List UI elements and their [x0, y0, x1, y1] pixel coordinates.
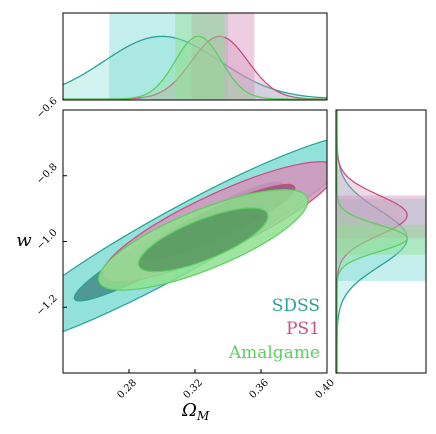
marginal-y-panel [335, 109, 427, 374]
y-tick-label: −1.2 [35, 293, 60, 318]
y-tick-label: −0.6 [35, 96, 60, 121]
sdss-x-marginal-fill [63, 36, 306, 100]
ps1-y-marginal-fill [336, 166, 408, 264]
legend-sdss: SDSS [272, 296, 320, 316]
marginal-x-panel [62, 12, 328, 101]
amalgame-y-credible-band [336, 225, 426, 255]
sdss-x-marginal [63, 35, 327, 99]
x-tick-label: 0.40 [313, 377, 337, 401]
ps1-x-marginal-fill [150, 36, 289, 100]
legend-amalgame: Amalgame [228, 343, 320, 363]
y-tick-label: −1.0 [35, 227, 60, 252]
legend-ps1: PS1 [286, 319, 320, 339]
y-tick-label: −0.8 [35, 162, 60, 187]
x-axis-label: ΩM [181, 400, 210, 423]
y-axis-label: w [16, 230, 32, 251]
legend: SDSS PS1 Amalgame [228, 296, 320, 363]
marginal-y-frame [335, 109, 427, 374]
amalgame-y-marginal [336, 110, 408, 373]
amalgame-x-marginal-fill [140, 36, 256, 100]
marginal-x-frame [62, 12, 328, 101]
x-axis-ticks: 0.28 0.32 0.36 0.40 [115, 369, 337, 401]
joint-contour-panel: 0.28 0.32 0.36 0.40 −0.6 −0.8 −1.0 −1.2 [35, 96, 337, 401]
y-axis-ticks: −0.6 −0.8 −1.0 −1.2 [35, 96, 67, 318]
amalgame-y-marginal-fill [336, 205, 408, 271]
amalgame-x-marginal [63, 35, 327, 100]
amalgame-x-credible-band [175, 13, 225, 100]
x-tick-label: 0.28 [115, 377, 139, 401]
sdss-y-credible-band [336, 198, 426, 281]
sdss-x-credible-band [109, 13, 228, 100]
ps1-y-credible-band [336, 195, 426, 239]
x-tick-label: 0.36 [247, 377, 271, 401]
x-tick-label: 0.32 [181, 377, 205, 401]
amalgame-contour-68 [137, 207, 269, 273]
